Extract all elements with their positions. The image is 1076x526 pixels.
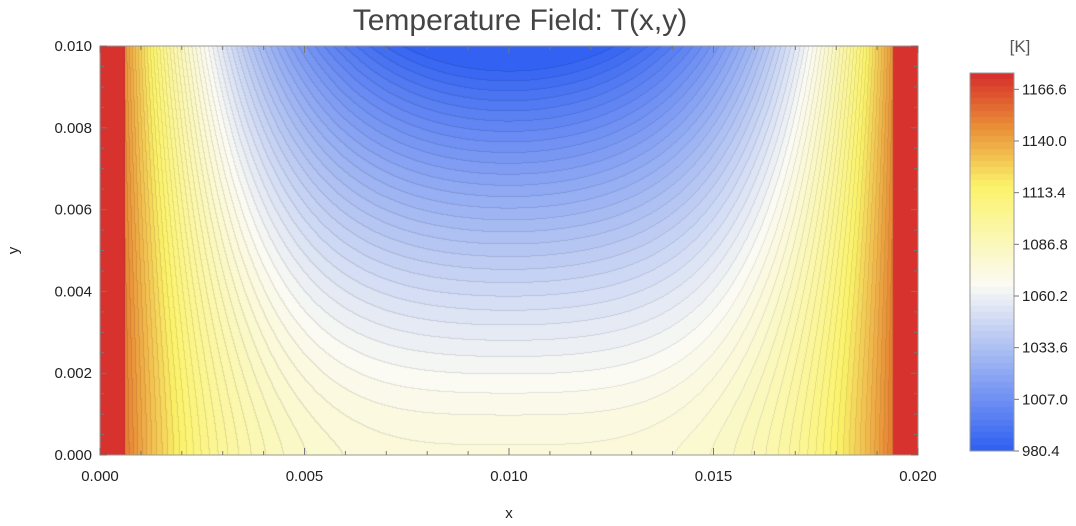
y-axis: 0.000 0.002 0.004 0.006 0.008 0.010 [54,38,918,464]
x-axis: 0.000 0.005 0.010 0.015 0.020 [81,46,937,485]
plot-area [100,46,918,455]
legend-tick-label: 980.4 [1022,443,1060,460]
legend-tick-label: 1060.2 [1022,288,1068,305]
legend-tick-label: 1033.6 [1022,340,1068,357]
y-axis-label: y [5,246,22,254]
y-tick-label: 0.002 [54,365,92,382]
x-tick-label: 0.005 [286,468,324,485]
legend-tick-label: 1113.4 [1022,185,1066,202]
legend-tick-label: 1086.8 [1022,236,1068,253]
x-tick-label: 0.010 [490,468,528,485]
legend-ticks: 1166.6 1140.0 1113.4 1086.8 1060.2 1033.6 1007… [1014,81,1068,460]
legend-tick-label: 1140.0 [1022,133,1067,150]
x-tick-label: 0.000 [81,468,119,485]
x-tick-label: 0.015 [695,468,733,485]
y-tick-label: 0.000 [54,447,92,464]
legend-unit: [K] [1010,37,1031,56]
color-legend: [K] 1166.6 1140.0 1113.4 1086.8 1060.2 1033.6… [969,37,1068,460]
legend-tick-label: 1007.0 [1022,391,1068,408]
y-tick-label: 0.008 [54,120,92,137]
legend-tick-label: 1166.6 [1022,81,1067,98]
x-axis-label: x [505,505,513,522]
temperature-heatmap [100,46,918,455]
y-tick-label: 0.010 [54,38,92,55]
y-tick-label: 0.006 [54,202,92,219]
y-tick-label: 0.004 [54,283,92,300]
legend-colorbar [970,73,1014,451]
x-tick-label: 0.020 [899,468,937,485]
chart-title: Temperature Field: T(x,y) [353,4,688,37]
legend-frame [969,72,1015,452]
